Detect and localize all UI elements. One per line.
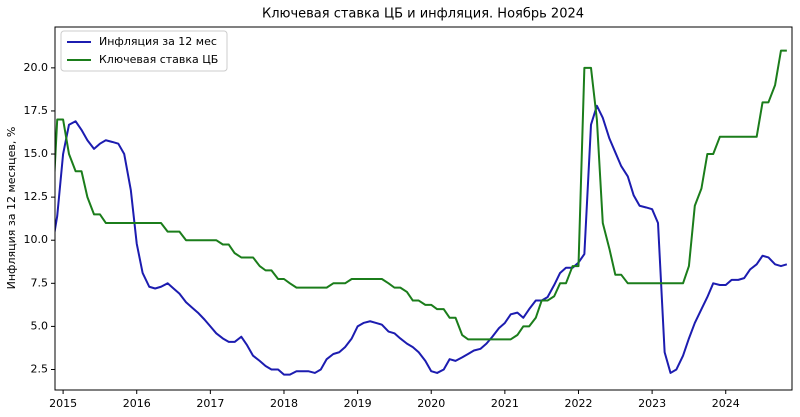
y-tick-label: 20.0 <box>24 61 49 74</box>
y-axis-label: Инфляция за 12 месяцев, % <box>5 127 18 290</box>
x-tick-label: 2020 <box>417 397 445 410</box>
x-tick-label: 2022 <box>564 397 592 410</box>
x-tick-label: 2024 <box>712 397 740 410</box>
y-tick-label: 12.5 <box>24 190 49 203</box>
y-tick-label: 15.0 <box>24 147 49 160</box>
legend-label: Инфляция за 12 мес <box>99 35 217 48</box>
series-line <box>55 49 787 341</box>
x-tick-label: 2016 <box>123 397 151 410</box>
x-tick-label: 2019 <box>344 397 372 410</box>
y-tick-label: 7.5 <box>31 276 49 289</box>
y-tick-label: 17.5 <box>24 104 49 117</box>
x-tick-label: 2017 <box>196 397 224 410</box>
y-tick-label: 2.5 <box>31 362 49 375</box>
legend-label: Ключевая ставка ЦБ <box>99 53 218 66</box>
y-tick-label: 10.0 <box>24 233 49 246</box>
x-tick-label: 2023 <box>638 397 666 410</box>
series-line <box>55 104 788 376</box>
legend-box <box>60 30 228 72</box>
x-tick-label: 2018 <box>270 397 298 410</box>
plot-frame <box>54 26 793 391</box>
x-tick-label: 2021 <box>491 397 519 410</box>
x-tick-label: 2015 <box>49 397 77 410</box>
chart-title: Ключевая ставка ЦБ и инфляция. Ноябрь 20… <box>262 7 584 22</box>
y-tick-label: 5.0 <box>31 319 49 332</box>
